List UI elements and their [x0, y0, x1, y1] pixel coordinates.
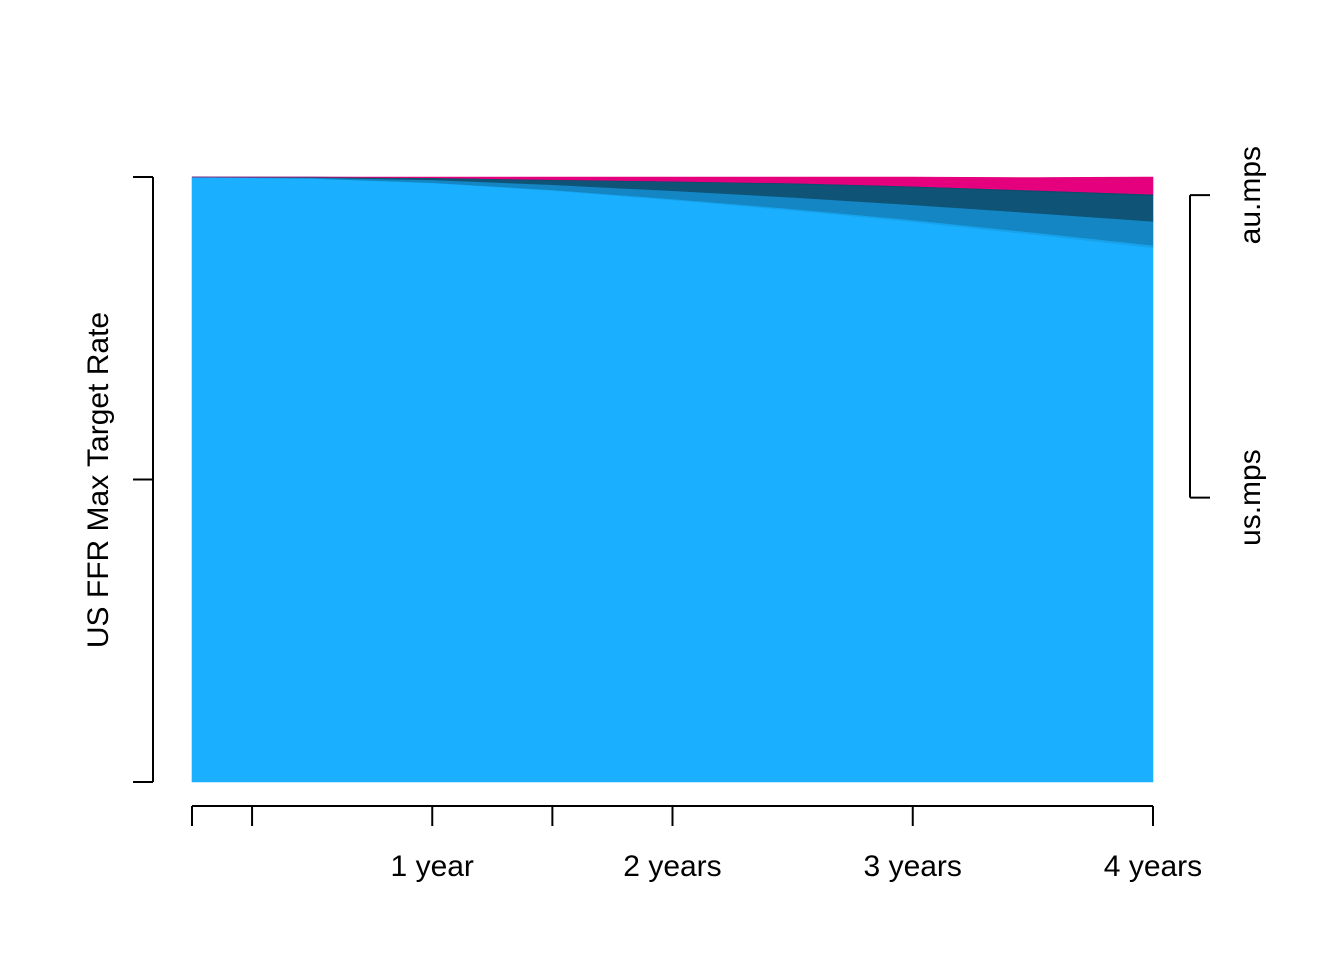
right-axis: us.mps au.mps — [1189, 146, 1267, 546]
x-tick-label: 1 year — [391, 850, 474, 883]
x-tick-label: 4 years — [1104, 850, 1202, 883]
area-series-us-mps — [191, 176, 1154, 783]
right-tick-label: au.mps — [1234, 146, 1267, 244]
area-series-layer-6 — [191, 176, 1154, 195]
y-axis — [133, 176, 154, 783]
x-tick-label: 2 years — [623, 850, 721, 883]
y-axis-title: US FFR Max Target Rate — [82, 312, 115, 648]
right-tick-label: us.mps — [1234, 449, 1267, 546]
x-tick-label: 3 years — [864, 850, 962, 883]
area-series-group — [191, 176, 1154, 783]
x-axis: 1 year 2 years 3 years 4 years — [191, 805, 1202, 883]
